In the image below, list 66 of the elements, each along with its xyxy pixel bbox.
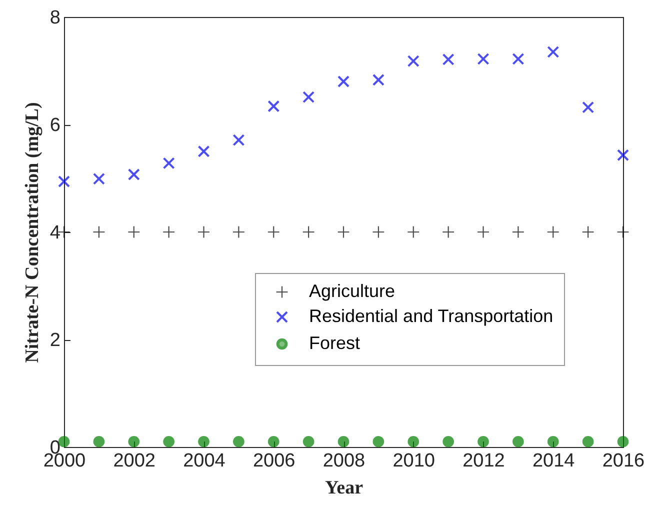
y-tick-label: 8 xyxy=(50,8,60,28)
x-axis-title: Year xyxy=(325,478,364,498)
point xyxy=(302,436,314,448)
point xyxy=(163,436,174,448)
point xyxy=(128,226,140,238)
point xyxy=(337,226,350,238)
point xyxy=(547,436,559,448)
x-tick-label: 2006 xyxy=(252,450,296,472)
x-tick-label: 2016 xyxy=(602,450,645,472)
y-tick-label: 4 xyxy=(50,222,61,244)
x-tick-label: 2008 xyxy=(322,450,366,472)
point xyxy=(268,100,280,112)
x-tick-label: 2002 xyxy=(113,450,156,472)
point xyxy=(582,101,594,114)
point xyxy=(268,436,280,448)
point xyxy=(547,46,560,58)
y-tick-label: 6 xyxy=(50,115,60,136)
point xyxy=(93,436,105,448)
point xyxy=(478,436,489,448)
point xyxy=(338,436,350,448)
point xyxy=(232,226,245,238)
point xyxy=(267,226,280,238)
point xyxy=(198,145,210,158)
point xyxy=(512,52,524,65)
point xyxy=(407,226,420,238)
point xyxy=(337,75,350,88)
x-tick-label: 2004 xyxy=(183,450,226,472)
point xyxy=(198,436,210,448)
legend-label: Agriculture xyxy=(309,281,396,301)
point xyxy=(92,226,106,238)
point xyxy=(128,168,140,181)
point xyxy=(128,436,140,448)
point xyxy=(546,226,560,238)
point xyxy=(233,436,244,448)
x-tick-label: 2014 xyxy=(532,450,576,472)
legend-label: Residential and Transportation xyxy=(309,306,554,326)
point xyxy=(512,226,524,238)
point xyxy=(512,436,524,448)
point xyxy=(372,436,384,448)
point xyxy=(408,436,420,448)
point xyxy=(198,226,210,238)
point xyxy=(582,436,594,448)
point xyxy=(232,134,245,146)
point xyxy=(477,226,490,238)
point xyxy=(407,55,420,68)
point xyxy=(372,226,385,238)
point xyxy=(442,226,455,238)
point xyxy=(162,226,176,238)
legend-label: Forest xyxy=(309,333,360,353)
x-tick-label: 2010 xyxy=(392,450,436,472)
point xyxy=(372,74,384,86)
point xyxy=(302,91,315,104)
point xyxy=(582,226,594,238)
point xyxy=(58,175,70,188)
point xyxy=(442,53,454,66)
point xyxy=(442,436,454,448)
point xyxy=(302,226,315,238)
point xyxy=(162,157,175,170)
point xyxy=(616,149,630,162)
point xyxy=(616,226,630,238)
y-axis-title: Nitrate-N Concentration (mg/L) xyxy=(22,102,43,363)
point xyxy=(92,172,105,185)
point xyxy=(617,436,629,448)
x-tick-label: 2012 xyxy=(462,450,505,472)
y-tick-label: 2 xyxy=(50,330,60,351)
point xyxy=(477,52,490,65)
